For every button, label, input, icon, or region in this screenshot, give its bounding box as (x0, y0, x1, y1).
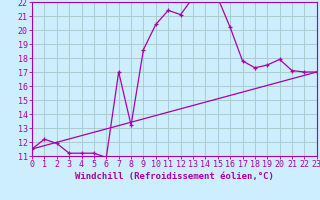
X-axis label: Windchill (Refroidissement éolien,°C): Windchill (Refroidissement éolien,°C) (75, 172, 274, 181)
